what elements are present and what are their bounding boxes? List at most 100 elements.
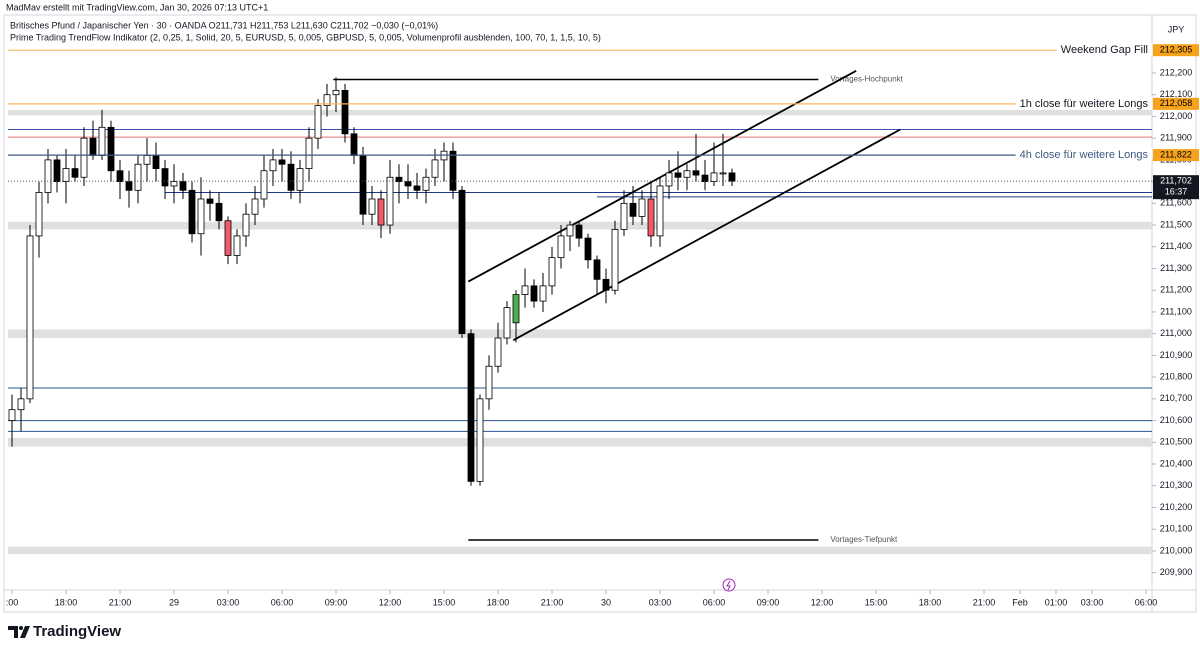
level-label-bg: [1056, 43, 1152, 57]
candle-body: [53, 159, 61, 183]
candle-body: [215, 202, 223, 222]
y-tick-label: 212,200: [1160, 67, 1193, 77]
candle-body: [638, 198, 646, 217]
y-tick-label: 211,600: [1160, 198, 1192, 208]
x-tick-label: 03:00: [217, 597, 240, 607]
candle-body: [287, 163, 295, 191]
y-tick-label: 210,200: [1160, 502, 1193, 512]
candle-body: [26, 235, 34, 400]
x-tick-label: 12:00: [379, 597, 402, 607]
candle-body: [278, 159, 286, 165]
candle-body: [656, 185, 664, 237]
countdown: 16:37: [1165, 187, 1188, 197]
candle-body: [134, 163, 142, 191]
candle-body: [179, 181, 187, 191]
level-label: 1h close für weitere Longs: [1020, 98, 1149, 110]
candle-body: [530, 285, 538, 302]
candle-body: [422, 176, 430, 191]
candle-body: [413, 185, 421, 191]
x-tick-label: 03:00: [1081, 597, 1104, 607]
candle-body: [458, 189, 466, 335]
price-tag: [1153, 97, 1199, 110]
x-tick-label: 21:00: [973, 597, 996, 607]
candle-body: [260, 170, 268, 200]
price-tag-label: 212,305: [1160, 45, 1193, 55]
candle-body: [269, 159, 277, 172]
candle-body: [521, 285, 529, 295]
zone: [8, 329, 1152, 339]
candle-body: [80, 137, 88, 178]
candle-body: [368, 198, 376, 215]
candle-body: [503, 307, 511, 339]
trendline: [512, 128, 901, 341]
candle-body: [449, 150, 457, 191]
logo-dot: [19, 626, 23, 630]
candle-body: [485, 365, 493, 400]
candle-body: [332, 89, 340, 96]
price-tag: [1153, 149, 1199, 162]
candle-body: [359, 155, 367, 215]
candle-body: [350, 133, 358, 156]
x-tick-label: 06:00: [703, 597, 726, 607]
x-tick-label: 18:00: [487, 597, 510, 607]
candle-body: [710, 172, 718, 183]
footer: [0, 613, 1200, 651]
candle-body: [494, 337, 502, 367]
candle-body: [161, 168, 169, 187]
x-tick-label: 12:00: [811, 597, 834, 607]
x-tick-label: Feb: [1012, 597, 1028, 607]
candle-body: [557, 235, 565, 259]
candle-body: [611, 229, 619, 291]
candle-body: [341, 89, 349, 135]
x-tick-label: 09:00: [325, 597, 348, 607]
y-tick-label: 211,200: [1160, 285, 1192, 295]
price-tag-label: 212,058: [1160, 98, 1193, 108]
x-tick-label: 30: [601, 597, 611, 607]
candle-body: [575, 224, 583, 239]
y-tick-label: 210,000: [1160, 545, 1193, 555]
candle-body: [404, 181, 412, 187]
y-tick-label: 210,600: [1160, 415, 1193, 425]
x-tick-label: 03:00: [649, 597, 672, 607]
y-tick-label: 209,900: [1160, 567, 1193, 577]
candle-body: [512, 294, 520, 324]
logo-mark: [8, 626, 30, 638]
candle-body: [683, 170, 691, 178]
candle-body: [593, 259, 601, 280]
x-tick-label: 18:00: [919, 597, 942, 607]
candle-body: [539, 285, 547, 302]
candle-body: [386, 176, 394, 226]
candle-body: [233, 235, 241, 256]
candle-body: [143, 155, 151, 165]
candle-body: [62, 168, 70, 183]
candle-body: [377, 198, 385, 226]
y-tick-label: 211,000: [1160, 328, 1192, 338]
x-tick-label: 06:00: [271, 597, 294, 607]
indicator-info: Prime Trading TrendFlow Indikator (2, 0,…: [10, 32, 601, 42]
event-icon[interactable]: [722, 578, 736, 592]
candle-body: [44, 159, 52, 193]
extreme-label: Vortages-Hochpunkt: [830, 75, 903, 84]
price-tag-label: 211,822: [1160, 149, 1192, 159]
last-price-label: 211,702: [1160, 176, 1192, 186]
candle-body: [170, 181, 178, 187]
candle-body: [8, 409, 16, 421]
y-tick-label: 210,700: [1160, 393, 1193, 403]
candle-body: [152, 155, 160, 169]
x-tick-label: :00: [6, 597, 19, 607]
candle-body: [692, 170, 700, 176]
candle-body: [116, 170, 124, 183]
y-tick-label: 210,900: [1160, 350, 1193, 360]
level-label-bg: [1015, 148, 1152, 162]
x-tick-label: 15:00: [433, 597, 456, 607]
candle-body: [305, 137, 313, 169]
y-tick-label: 210,400: [1160, 458, 1193, 468]
x-tick-label: 21:00: [541, 597, 564, 607]
y-tick-label: 210,100: [1160, 524, 1193, 534]
y-tick-label: 210,800: [1160, 371, 1193, 381]
candle-body: [206, 198, 214, 204]
event-bolt: [726, 580, 731, 591]
symbol-info: Britisches Pfund / Japanischer Yen · 30 …: [10, 20, 438, 30]
x-tick-label: 09:00: [757, 597, 780, 607]
